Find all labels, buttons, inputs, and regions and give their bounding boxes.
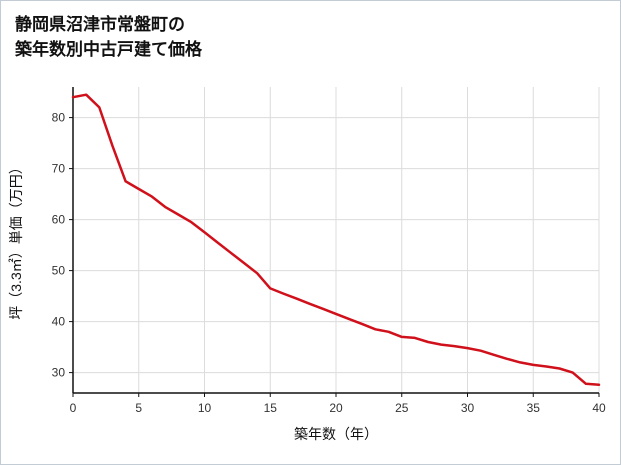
y-axis-label: 坪（3.3㎡）単価（万円） — [8, 160, 24, 319]
x-tick-label: 40 — [592, 401, 606, 415]
y-tick-label: 40 — [52, 315, 66, 329]
x-tick-label: 0 — [70, 401, 77, 415]
price-line — [71, 93, 601, 387]
x-tick-label: 20 — [329, 401, 343, 415]
x-tick-label: 35 — [527, 401, 541, 415]
y-tick-label: 60 — [52, 213, 66, 227]
price-line-chart: 0 5 10 15 20 25 30 35 40 30 40 50 60 70 80 築年数（年） 坪（3.3㎡… — [1, 79, 620, 464]
chart-title-line2: 築年数別中古戸建て価格 — [15, 39, 202, 59]
y-tick-label: 80 — [52, 111, 66, 125]
x-tick-label: 15 — [264, 401, 278, 415]
x-tick-label: 25 — [395, 401, 409, 415]
x-tick-label: 5 — [135, 401, 142, 415]
y-tick-label: 50 — [52, 264, 66, 278]
y-tick-label: 30 — [52, 366, 66, 380]
chart-title: 静岡県沼津市常盤町の 築年数別中古戸建て価格 — [1, 1, 620, 62]
x-tick-label: 30 — [461, 401, 475, 415]
x-tick-label: 10 — [198, 401, 212, 415]
chart-title-line1: 静岡県沼津市常盤町の — [15, 15, 185, 34]
x-axis-label: 築年数（年） — [294, 426, 378, 442]
y-tick-label: 70 — [52, 162, 66, 176]
price-line-chart-svg: 0 5 10 15 20 25 30 35 40 30 40 50 60 70 80 築年数（年） 坪（3.3㎡… — [8, 87, 606, 442]
